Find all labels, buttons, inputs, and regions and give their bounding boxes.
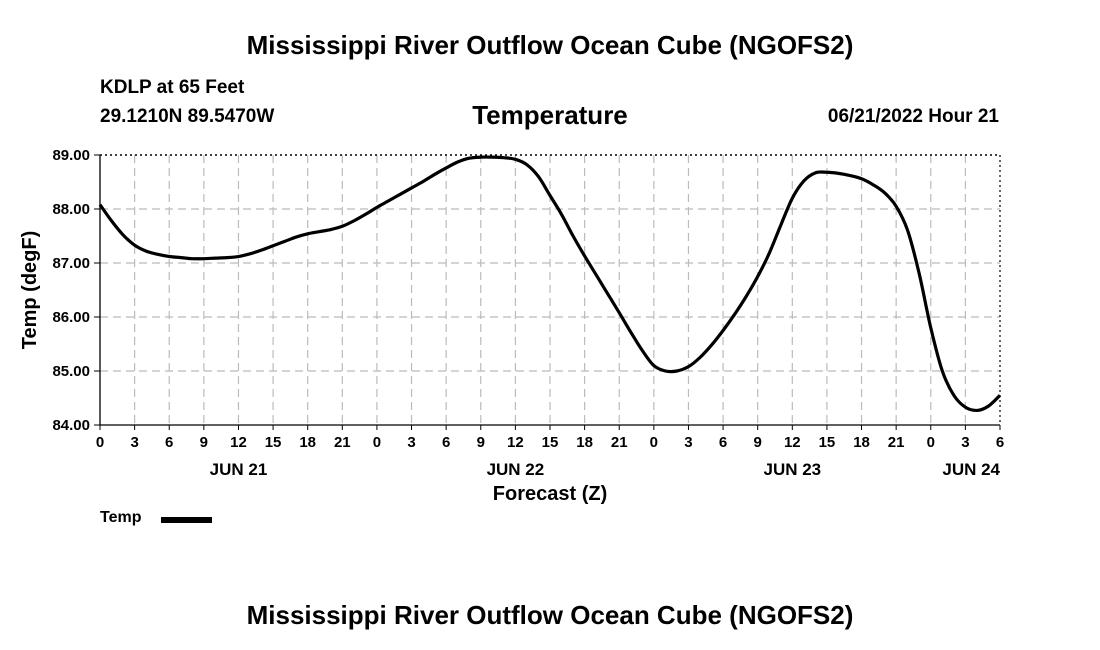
x-tick-label: 9 [477,434,485,451]
x-tick-label: 15 [265,434,282,451]
y-tick-label: 88.00 [52,201,90,218]
x-tick-label: 21 [888,434,905,451]
x-tick-label: 6 [996,434,1004,451]
x-tick-label: 21 [334,434,351,451]
y-axis-label: Temp (degF) [19,231,41,350]
x-tick-label: 9 [754,434,762,451]
y-tick-label: 85.00 [52,363,90,380]
legend-label: Temp [100,509,142,526]
x-tick-label: 15 [542,434,559,451]
day-label: JUN 22 [487,460,545,479]
x-tick-label: 6 [719,434,727,451]
y-tick-label: 86.00 [52,309,90,326]
station-label: KDLP at 65 Feet [100,77,245,98]
x-tick-label: 0 [927,434,935,451]
x-tick-label: 0 [373,434,381,451]
x-tick-label: 15 [819,434,836,451]
x-tick-label: 3 [407,434,415,451]
y-tick-label: 84.00 [52,417,90,434]
chart-title: Temperature [472,100,628,130]
station-coords: 29.1210N 89.5470W [100,106,275,127]
x-axis-label: Forecast (Z) [493,483,607,505]
x-tick-label: 21 [611,434,628,451]
x-tick-label: 12 [230,434,247,451]
x-tick-label: 18 [576,434,593,451]
x-tick-label: 18 [299,434,316,451]
x-tick-label: 12 [507,434,524,451]
x-tick-label: 6 [442,434,450,451]
x-tick-label: 18 [853,434,870,451]
footer-title: Mississippi River Outflow Ocean Cube (NG… [246,600,854,630]
x-tick-label: 3 [130,434,138,451]
series-line-temp [98,155,1002,413]
page-title: Mississippi River Outflow Ocean Cube (NG… [246,30,854,60]
day-label: JUN 23 [763,460,821,479]
x-tick-label: 12 [784,434,801,451]
x-tick-label: 9 [200,434,208,451]
legend-line-swatch [161,517,212,523]
x-tick-label: 3 [684,434,692,451]
y-tick-label: 87.00 [52,255,90,272]
x-tick-label: 0 [650,434,658,451]
forecast-datetime: 06/21/2022 Hour 21 [827,106,999,127]
x-tick-label: 0 [96,434,104,451]
day-label: JUN 24 [942,460,1000,479]
y-tick-label: 89.00 [52,147,90,164]
x-tick-label: 3 [961,434,969,451]
day-label: JUN 21 [210,460,268,479]
x-tick-label: 6 [165,434,173,451]
